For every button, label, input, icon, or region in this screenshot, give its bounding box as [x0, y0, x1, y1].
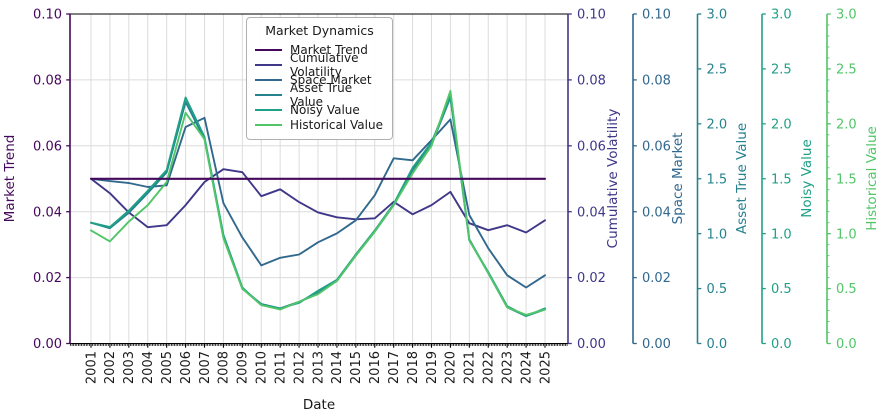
legend-item-market_trend: Market Trend — [255, 42, 384, 57]
x-tick-label: 2010 — [255, 351, 270, 384]
y-tick-label: 2.5 — [771, 63, 792, 78]
y-tick-label: 0.02 — [642, 271, 671, 286]
legend-label: Cumulative Volatility — [290, 50, 359, 79]
y-tick-label: 0.06 — [33, 139, 62, 154]
x-tick-label: 2017 — [387, 351, 402, 384]
x-tick-label: 2005 — [160, 351, 175, 384]
y-tick-label: 0.10 — [33, 8, 62, 23]
y-tick-label: 2.0 — [771, 117, 792, 132]
legend-item-space_market: Space Market — [255, 72, 384, 87]
x-tick-label: 2021 — [463, 351, 478, 384]
y-tick-label: 0.06 — [577, 139, 606, 154]
legend-label: Historical Value — [290, 117, 383, 132]
axes: 0.00 0.02 0.04 0.06 0.08 0.10 0.00 0.02 0.04 0.06… — [33, 8, 857, 384]
y-tick-label: 2.0 — [836, 117, 857, 132]
y-tick-label: 2.5 — [707, 63, 728, 78]
x-tick-label: 2013 — [311, 351, 326, 384]
y-tick-label: 1.0 — [707, 227, 728, 242]
x-tick-label: 2002 — [103, 351, 118, 384]
legend-item-historical_value: Historical Value — [255, 117, 384, 132]
legend-swatch — [255, 63, 282, 66]
y-tick-label: 1.5 — [707, 172, 728, 187]
x-tick-label: 2020 — [444, 351, 459, 384]
x-tick-label: 2008 — [217, 351, 232, 384]
y-tick-label: 0.10 — [577, 8, 606, 23]
x-tick-label: 2019 — [425, 351, 440, 384]
y-tick-label: 0.10 — [642, 8, 671, 23]
x-tick-label: 2024 — [519, 351, 534, 384]
y-tick-label: 3.0 — [836, 8, 857, 23]
y-axis-title-historical-value: Historical Value — [864, 126, 880, 231]
x-tick-label: 2006 — [179, 351, 194, 384]
y-tick-label: 0.02 — [33, 271, 62, 286]
legend-label: Noisy Value — [290, 102, 360, 117]
x-tick-label: 2012 — [292, 351, 307, 384]
y-tick-label: 0.08 — [577, 74, 606, 89]
y-tick-label: 0.0 — [707, 337, 728, 352]
y-tick-label: 0.00 — [577, 337, 606, 352]
x-tick-label: 2025 — [538, 351, 553, 384]
y-tick-label: 0.08 — [33, 74, 62, 89]
legend-swatch — [255, 78, 282, 81]
legend-label: Space Market — [290, 72, 372, 87]
y-tick-label: 1.5 — [836, 172, 857, 187]
y-axis-title-noisy-value: Noisy Value — [799, 139, 815, 218]
y-tick-label: 1.0 — [836, 227, 857, 242]
x-tick-label: 2022 — [482, 351, 497, 384]
y-tick-label: 0.04 — [642, 205, 671, 220]
x-tick-label: 2018 — [406, 351, 421, 384]
y-tick-label: 0.5 — [836, 282, 857, 297]
series-line-cumulative_volatility — [90, 168, 546, 234]
y-axis-title-asset-true-value: Asset True Value — [734, 123, 750, 234]
y-tick-label: 0.02 — [577, 271, 606, 286]
y-tick-label: 0.04 — [33, 205, 62, 220]
y-tick-label: 1.5 — [771, 172, 792, 187]
y-axis-title-cumulative-volatility: Cumulative Volatility — [605, 109, 621, 249]
y-tick-label: 1.0 — [771, 227, 792, 242]
legend-title: Market Dynamics — [265, 23, 374, 38]
legend-swatch — [255, 93, 282, 96]
y-tick-label: 2.0 — [707, 117, 728, 132]
y-tick-label: 0.00 — [642, 337, 671, 352]
y-axis-title-space-market: Space Market — [670, 133, 686, 225]
y-tick-label: 0.5 — [707, 282, 728, 297]
data-series — [89, 89, 547, 317]
x-tick-label: 2016 — [368, 351, 383, 384]
y-tick-label: 3.0 — [707, 8, 728, 23]
y-axis-title-market-trend: Market Trend — [2, 135, 18, 223]
y-tick-label: 0.5 — [771, 282, 792, 297]
x-tick-label: 2014 — [330, 351, 345, 384]
legend-swatch — [255, 48, 282, 51]
legend-label: Market Trend — [290, 42, 368, 57]
x-tick-label: 2011 — [273, 351, 288, 384]
y-tick-label: 0.0 — [836, 337, 857, 352]
y-tick-label: 0.08 — [642, 74, 671, 89]
y-tick-label: 0.04 — [577, 205, 606, 220]
legend-item-asset_true_value: Asset True Value — [255, 81, 384, 109]
legend-item-cumulative_volatility: Cumulative Volatility — [255, 51, 384, 79]
y-tick-label: 2.5 — [836, 63, 857, 78]
x-tick-label: 2015 — [349, 351, 364, 384]
legend-item-noisy_value: Noisy Value — [255, 102, 384, 117]
y-tick-label: 0.0 — [771, 337, 792, 352]
series-line-space_market — [90, 116, 546, 289]
x-axis-title: Date — [303, 397, 335, 413]
y-tick-label: 0.06 — [642, 139, 671, 154]
legend-swatch — [255, 123, 282, 126]
x-tick-label: 2007 — [198, 351, 213, 384]
legend-items: Market Trend Cumulative Volatility Space M… — [255, 42, 384, 132]
y-tick-label: 3.0 — [771, 8, 792, 23]
y-tick-label: 0.00 — [33, 337, 62, 352]
x-tick-label: 2009 — [236, 351, 251, 384]
series-line-historical_value — [90, 89, 546, 316]
legend-swatch — [255, 108, 282, 111]
x-tick-label: 2001 — [84, 351, 99, 384]
chart-legend: Market Dynamics Market Trend Cumulative V… — [246, 17, 393, 140]
x-tick-label: 2003 — [122, 351, 137, 384]
legend-label: Asset True Value — [290, 80, 353, 109]
x-tick-label: 2004 — [141, 351, 156, 384]
x-tick-label: 2023 — [500, 351, 515, 384]
